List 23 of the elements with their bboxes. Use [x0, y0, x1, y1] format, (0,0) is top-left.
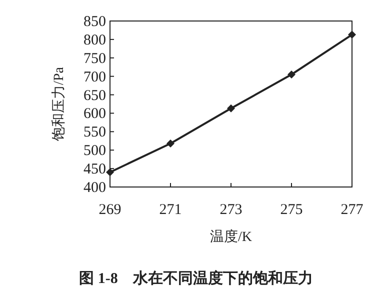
x-tick-label: 269 — [98, 202, 122, 218]
x-tick-label: 273 — [220, 202, 242, 218]
x-tick-label: 277 — [340, 202, 364, 218]
y-tick-label: 450 — [84, 162, 106, 178]
point — [166, 139, 174, 148]
y-tick-label: 650 — [84, 88, 106, 104]
y-tick-label: 600 — [84, 106, 106, 122]
y-tick-label: 800 — [84, 32, 106, 48]
y-tick-label: 700 — [84, 69, 106, 86]
y-tick-label: 400 — [84, 180, 106, 196]
x-axis-title: 温度/K — [210, 229, 252, 245]
point — [348, 30, 356, 39]
x-tick-label: 271 — [159, 202, 182, 218]
y-tick-label: 850 — [84, 14, 106, 30]
y-axis-title: 饱和压力/Pa — [51, 66, 67, 142]
y-tick-label: 550 — [84, 124, 106, 141]
text: 图 1-8 水在不同温度下的饱和压力 — [79, 269, 313, 287]
x-tick-label: 275 — [280, 202, 303, 218]
y-tick-label: 750 — [84, 50, 106, 67]
point — [106, 168, 114, 176]
point — [227, 104, 235, 112]
point — [288, 70, 296, 78]
y-tick-label: 500 — [84, 143, 106, 160]
